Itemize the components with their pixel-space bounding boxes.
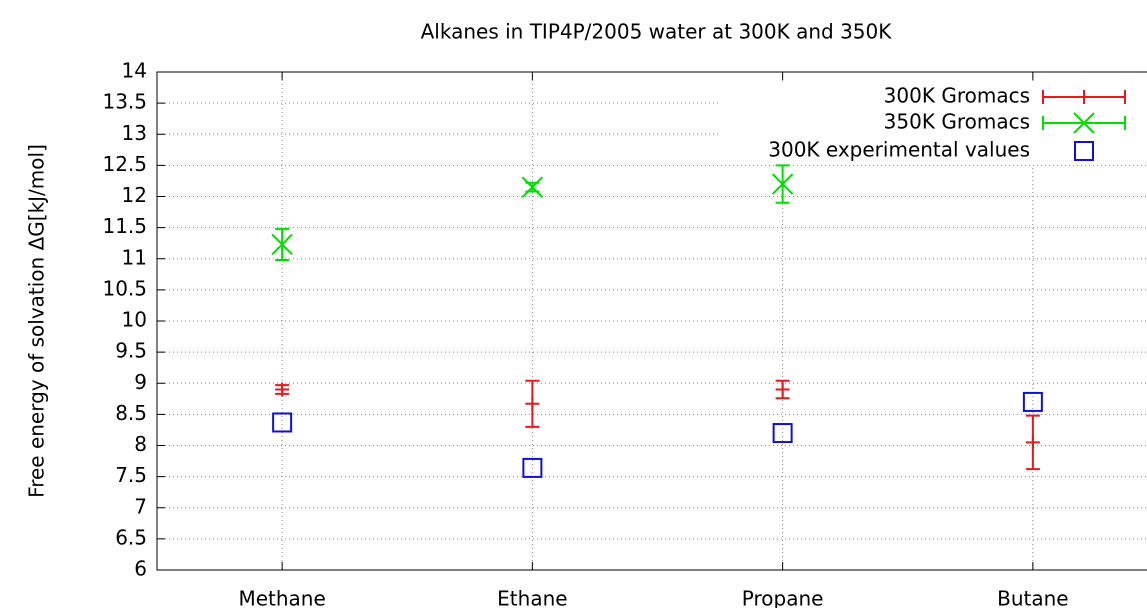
marker xyxy=(522,457,543,478)
legend-label: 350K Gromacs xyxy=(884,110,1030,134)
marker-cross xyxy=(771,173,794,195)
marker xyxy=(521,176,544,198)
y-tick-label: 13 xyxy=(122,121,147,145)
marker xyxy=(272,412,293,433)
marker xyxy=(1077,90,1091,104)
x-tick-label: Propane xyxy=(742,587,824,608)
marker-square xyxy=(1022,391,1043,412)
marker-cross xyxy=(521,176,544,198)
marker xyxy=(1025,435,1040,450)
x-tick-label: Methane xyxy=(238,587,325,608)
marker-cross xyxy=(1073,112,1095,134)
marker-square xyxy=(272,412,293,433)
y-tick-label: 14 xyxy=(122,59,147,83)
marker xyxy=(775,382,790,397)
marker xyxy=(525,396,540,411)
marker xyxy=(271,233,293,256)
legend-label: 300K experimental values xyxy=(768,138,1030,162)
y-axis-label: Free energy of solvation ΔG[kJ/mol] xyxy=(25,144,49,498)
y-tick-label: 10.5 xyxy=(102,276,147,300)
marker xyxy=(275,382,290,397)
marker-plus xyxy=(1025,435,1040,450)
marker-square xyxy=(1074,141,1094,161)
marker-square xyxy=(522,457,543,478)
y-tick-label: 11.5 xyxy=(102,214,147,238)
chart-title: Alkanes in TIP4P/2005 water at 300K and … xyxy=(421,20,893,44)
y-tick-label: 8.5 xyxy=(115,401,147,425)
marker-plus xyxy=(775,382,790,397)
marker xyxy=(1073,112,1095,134)
plot-border xyxy=(156,71,1147,571)
marker-plus xyxy=(1077,90,1091,104)
y-tick-label: 9 xyxy=(134,370,147,394)
legend-label: 300K Gromacs xyxy=(884,84,1030,108)
y-tick-label: 6 xyxy=(134,557,147,581)
x-tick-label: Butane xyxy=(997,587,1068,608)
x-tick-label: Ethane xyxy=(497,587,567,608)
y-tick-label: 7.5 xyxy=(115,463,147,487)
y-tick-label: 8 xyxy=(134,432,147,456)
marker xyxy=(771,173,794,195)
marker-square xyxy=(772,423,793,444)
y-tick-label: 11 xyxy=(122,245,147,269)
marker xyxy=(772,423,793,444)
y-tick-label: 13.5 xyxy=(102,90,147,114)
y-tick-label: 7 xyxy=(134,494,147,518)
y-tick-label: 6.5 xyxy=(115,525,147,549)
marker-cross xyxy=(271,233,293,256)
y-tick-label: 9.5 xyxy=(115,339,147,363)
marker xyxy=(1074,141,1094,161)
y-tick-label: 10 xyxy=(122,308,147,332)
marker-plus xyxy=(275,382,290,397)
y-tick-label: 12 xyxy=(122,183,147,207)
marker xyxy=(1022,391,1043,412)
y-tick-label: 12.5 xyxy=(102,152,147,176)
marker-plus xyxy=(525,396,540,411)
